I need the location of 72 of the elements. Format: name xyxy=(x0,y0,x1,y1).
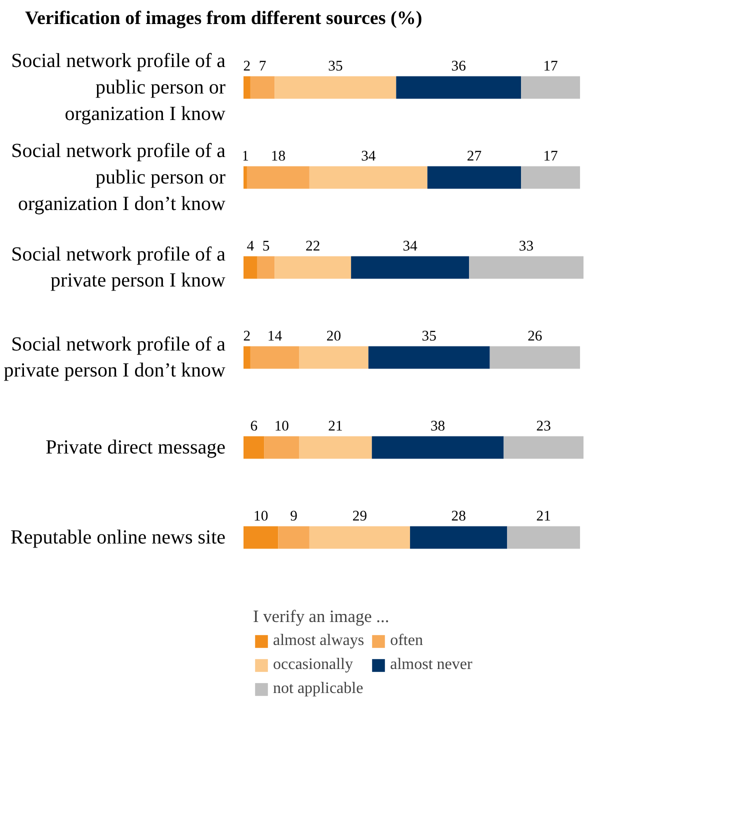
bar xyxy=(250,346,300,369)
data-label: 7 xyxy=(258,58,266,75)
data-label: 27 xyxy=(466,148,482,165)
bar xyxy=(244,436,264,459)
data-label: 35 xyxy=(328,58,343,75)
data-label: 2 xyxy=(243,328,251,345)
bar xyxy=(246,166,310,189)
bar xyxy=(299,436,372,459)
bar xyxy=(244,256,258,279)
data-label: 5 xyxy=(262,238,270,255)
data-label: 14 xyxy=(267,328,283,345)
bar xyxy=(264,436,300,459)
legend-label: not applicable xyxy=(273,680,364,698)
bar xyxy=(244,166,247,189)
bar xyxy=(244,526,278,549)
data-label: 38 xyxy=(430,418,446,435)
data-label: 10 xyxy=(274,418,289,435)
chart-title: Verification of images from different sources (%) xyxy=(25,8,422,29)
y-tick-label: Reputable online news site xyxy=(10,526,226,549)
bar xyxy=(521,76,580,99)
y-tick-label: Social network profile of a private person I don’t know xyxy=(4,333,226,382)
bar xyxy=(396,76,522,99)
data-label: 33 xyxy=(518,238,534,255)
bar xyxy=(244,346,250,369)
bar xyxy=(507,526,580,549)
y-tick-label: Social network profile of a private person I know xyxy=(11,243,226,292)
data-label: 21 xyxy=(328,418,343,435)
data-label: 34 xyxy=(402,238,418,255)
legend-label: occasionally xyxy=(273,656,353,674)
legend-label: almost never xyxy=(390,656,472,674)
data-label: 26 xyxy=(528,328,542,345)
bar xyxy=(299,346,368,369)
bar xyxy=(504,436,584,459)
bar xyxy=(274,256,352,279)
data-label: 2 xyxy=(243,58,251,75)
y-tick-label: Private direct message xyxy=(46,436,226,459)
legend-label: often xyxy=(390,632,423,650)
bar xyxy=(469,256,584,279)
bar xyxy=(410,526,508,549)
data-label: 9 xyxy=(290,508,298,525)
data-label: 22 xyxy=(306,238,320,255)
data-label: 36 xyxy=(451,58,466,75)
data-label: 18 xyxy=(270,148,286,165)
data-label: 10 xyxy=(254,508,268,525)
data-label: 28 xyxy=(451,508,466,525)
bar xyxy=(274,76,396,99)
data-label: 17 xyxy=(543,148,558,165)
bar xyxy=(309,166,428,189)
bar xyxy=(372,436,504,459)
legend-label: almost always xyxy=(273,632,364,650)
bar xyxy=(278,526,310,549)
data-label: 29 xyxy=(352,508,368,525)
bar xyxy=(244,76,250,99)
bar xyxy=(250,76,275,99)
data-label: 21 xyxy=(536,508,551,525)
bar xyxy=(368,346,490,369)
bar xyxy=(351,256,470,279)
data-label: 35 xyxy=(422,328,436,345)
y-tick-label: Social network profile of a public person or organization I don’t know xyxy=(11,140,226,216)
bar xyxy=(490,346,580,369)
y-tick-label: Social network profile of a public person or organization I know xyxy=(11,50,226,126)
data-label: 23 xyxy=(536,418,551,435)
data-label: 17 xyxy=(543,58,558,75)
bar xyxy=(427,166,522,189)
bar xyxy=(257,256,275,279)
data-label: 4 xyxy=(246,238,255,255)
data-label: 6 xyxy=(250,418,258,435)
legend-title: I verify an image ... xyxy=(253,607,390,628)
data-label: 20 xyxy=(326,328,342,345)
bar xyxy=(521,166,580,189)
data-label: 34 xyxy=(361,148,376,165)
bar xyxy=(309,526,410,549)
